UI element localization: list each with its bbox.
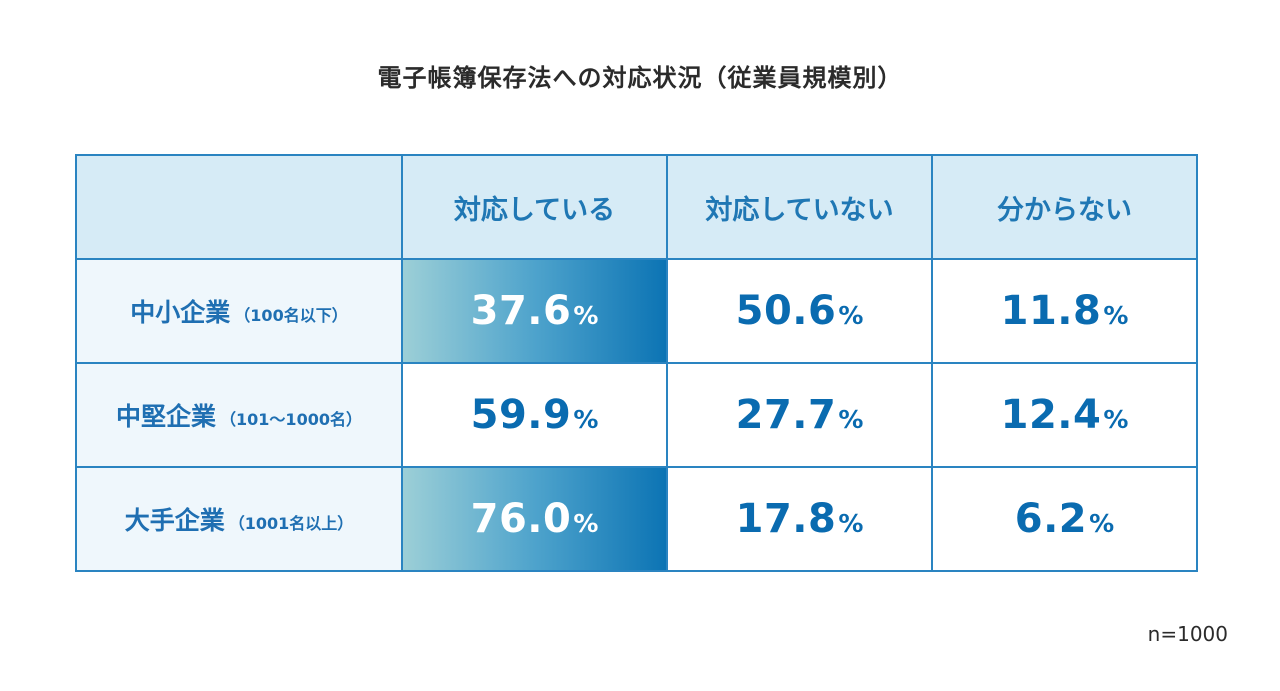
sample-size-note: n=1000 [1147,622,1228,646]
column-header: 分からない [931,154,1198,260]
unit-label: % [1103,301,1129,330]
row-label: 中小企業 [130,298,231,327]
value-cell: 11.8% [931,258,1198,364]
data-table: 対応している 対応していない 分からない 中小企業 （100名以下） 37.6% … [75,154,1198,572]
value-label: 11.8 [1000,288,1102,334]
chart-title: 電子帳簿保存法への対応状況（従業員規模別） [377,64,903,92]
unit-label: % [838,509,864,538]
row-sublabel: （101〜1000名） [220,410,362,429]
row-header: 大手企業 （1001名以上） [75,466,403,572]
value-cell: 12.4% [931,362,1198,468]
unit-label: % [573,509,599,538]
row-header: 中堅企業 （101〜1000名） [75,362,403,468]
unit-label: % [573,405,599,434]
value-cell: 76.0% [401,466,668,572]
table-row: 中小企業 （100名以下） 37.6% 50.6% 11.8% [75,258,1198,364]
value-cell: 37.6% [401,258,668,364]
value-label: 12.4 [1000,392,1102,438]
table-row: 中堅企業 （101〜1000名） 59.9% 27.7% 12.4% [75,362,1198,468]
header-row: 対応している 対応していない 分からない [75,154,1198,260]
value-label: 6.2 [1014,496,1088,542]
value-label: 50.6 [735,288,837,334]
value-label: 76.0 [470,496,572,542]
value-label: 17.8 [735,496,837,542]
value-cell: 59.9% [401,362,668,468]
corner-cell [75,154,403,260]
unit-label: % [573,301,599,330]
column-header: 対応している [401,154,668,260]
column-header: 対応していない [666,154,933,260]
row-sublabel: （100名以下） [234,306,348,325]
value-label: 37.6 [470,288,572,334]
value-cell: 27.7% [666,362,933,468]
value-label: 27.7 [735,392,837,438]
value-label: 59.9 [470,392,572,438]
unit-label: % [1089,509,1115,538]
unit-label: % [838,301,864,330]
row-header: 中小企業 （100名以下） [75,258,403,364]
row-sublabel: （1001名以上） [228,514,354,533]
table-row: 大手企業 （1001名以上） 76.0% 17.8% 6.2% [75,466,1198,572]
unit-label: % [838,405,864,434]
unit-label: % [1103,405,1129,434]
value-cell: 50.6% [666,258,933,364]
row-label: 大手企業 [124,506,225,535]
row-label: 中堅企業 [116,402,217,431]
value-cell: 6.2% [931,466,1198,572]
value-cell: 17.8% [666,466,933,572]
